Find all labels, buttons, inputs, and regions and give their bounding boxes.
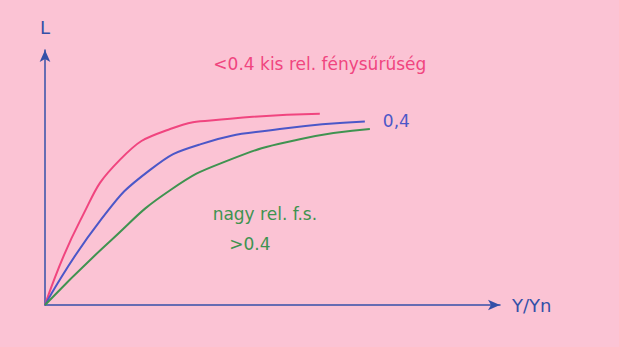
svg-text:<0.4 kis rel. fénysűrűség: <0.4 kis rel. fénysűrűség [213,54,426,74]
svg-text:>0.4: >0.4 [229,234,270,254]
svg-text:Y/Yn: Y/Yn [511,295,551,316]
svg-text:0,4: 0,4 [383,111,410,131]
svg-text:nagy rel. f.s.: nagy rel. f.s. [213,204,317,224]
svg-text:L: L [40,17,50,38]
